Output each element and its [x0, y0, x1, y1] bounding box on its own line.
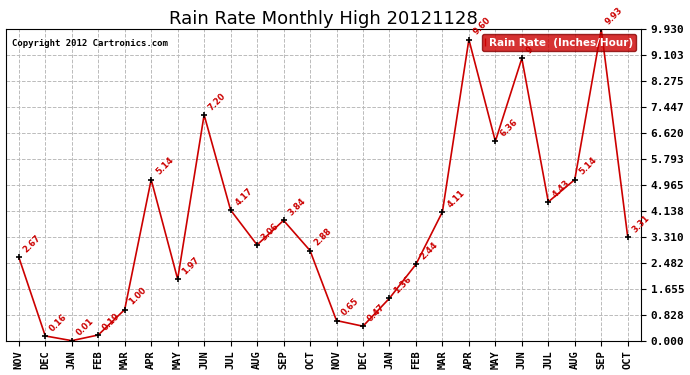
Text: 1.36: 1.36 [392, 274, 413, 296]
Text: Copyright 2012 Cartronics.com: Copyright 2012 Cartronics.com [12, 39, 168, 48]
Text: 4.43: 4.43 [551, 178, 572, 199]
Text: 3.06: 3.06 [260, 221, 281, 242]
Text: 0.65: 0.65 [339, 297, 360, 318]
Text: 9.93: 9.93 [604, 6, 625, 26]
Text: 9: 9 [524, 45, 535, 56]
Text: 2.88: 2.88 [313, 227, 334, 248]
Text: 0.01: 0.01 [75, 317, 95, 338]
Text: 1.97: 1.97 [180, 255, 201, 276]
Text: 9.60: 9.60 [472, 16, 493, 37]
Text: 0.16: 0.16 [48, 312, 69, 333]
Title: Rain Rate Monthly High 20121128: Rain Rate Monthly High 20121128 [169, 10, 477, 28]
Text: 7.20: 7.20 [207, 91, 228, 112]
Legend: Rain Rate  (Inches/Hour): Rain Rate (Inches/Hour) [482, 34, 635, 51]
Text: 0.19: 0.19 [101, 311, 122, 332]
Text: 4.11: 4.11 [445, 188, 466, 209]
Text: 3.31: 3.31 [631, 213, 651, 234]
Text: 0.47: 0.47 [366, 303, 386, 324]
Text: 3.84: 3.84 [286, 196, 307, 217]
Text: 4.17: 4.17 [233, 186, 255, 207]
Text: 2.44: 2.44 [419, 240, 440, 262]
Text: 6.36: 6.36 [498, 117, 519, 138]
Text: 5.14: 5.14 [578, 156, 599, 177]
Text: 1.00: 1.00 [128, 286, 148, 307]
Text: 5.14: 5.14 [154, 156, 175, 177]
Text: 2.67: 2.67 [21, 233, 43, 254]
